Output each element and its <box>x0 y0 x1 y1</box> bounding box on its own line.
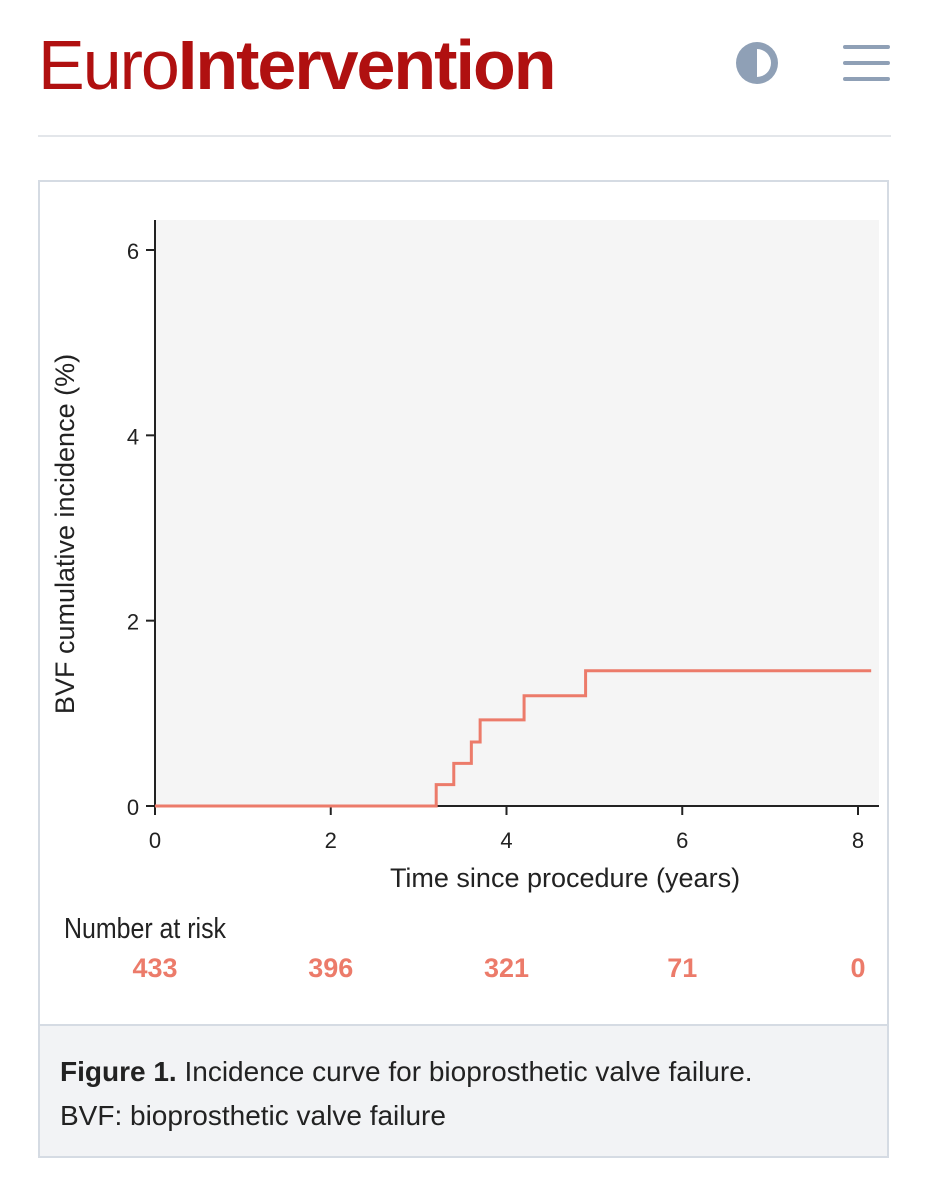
site-header: EuroIntervention <box>38 28 891 108</box>
y-tick-label: 0 <box>127 795 139 820</box>
risk-value: 321 <box>484 953 529 983</box>
x-tick-label: 6 <box>676 828 688 853</box>
caption-label: Figure 1. <box>60 1056 177 1087</box>
caption-abbreviation: BVF: bioprosthetic valve failure <box>60 1100 446 1131</box>
contrast-icon <box>736 42 778 84</box>
y-tick-label: 6 <box>127 239 139 264</box>
risk-value: 71 <box>667 953 697 983</box>
caption-text: Incidence curve for bioprosthetic valve … <box>176 1056 753 1087</box>
logo-text-bold: Intervention <box>177 26 557 104</box>
risk-value: 396 <box>308 953 353 983</box>
x-tick-label: 0 <box>149 828 161 853</box>
contrast-toggle-button[interactable] <box>734 40 780 86</box>
y-axis-label: BVF cumulative incidence (%) <box>50 354 80 714</box>
header-divider <box>38 135 891 137</box>
menu-icon <box>843 45 890 81</box>
risk-value: 433 <box>132 953 177 983</box>
menu-button[interactable] <box>842 40 892 86</box>
series-line-bvf <box>155 669 872 808</box>
logo-text-light: Euro <box>38 26 180 104</box>
risk-table: 433 396 321 71 0 <box>132 953 865 983</box>
risk-table-title: Number at risk <box>64 913 226 945</box>
x-axis-label: Time since procedure (years) <box>390 863 740 893</box>
y-axis: 0 2 4 6 <box>127 220 156 820</box>
series-group <box>155 669 872 808</box>
eurointervention-logo[interactable]: EuroIntervention <box>38 30 556 100</box>
y-tick-label: 2 <box>127 610 139 635</box>
x-tick-label: 2 <box>325 828 337 853</box>
caption-line: Figure 1. Incidence curve for bioprosthe… <box>60 1050 867 1094</box>
figure-caption: Figure 1. Incidence curve for bioprosthe… <box>40 1024 887 1156</box>
x-axis: 0 2 4 6 8 <box>149 805 879 853</box>
plot-background <box>155 220 879 806</box>
risk-value: 0 <box>850 953 865 983</box>
x-tick-label: 8 <box>852 828 864 853</box>
x-tick-label: 4 <box>500 828 512 853</box>
y-tick-label: 4 <box>127 424 139 449</box>
